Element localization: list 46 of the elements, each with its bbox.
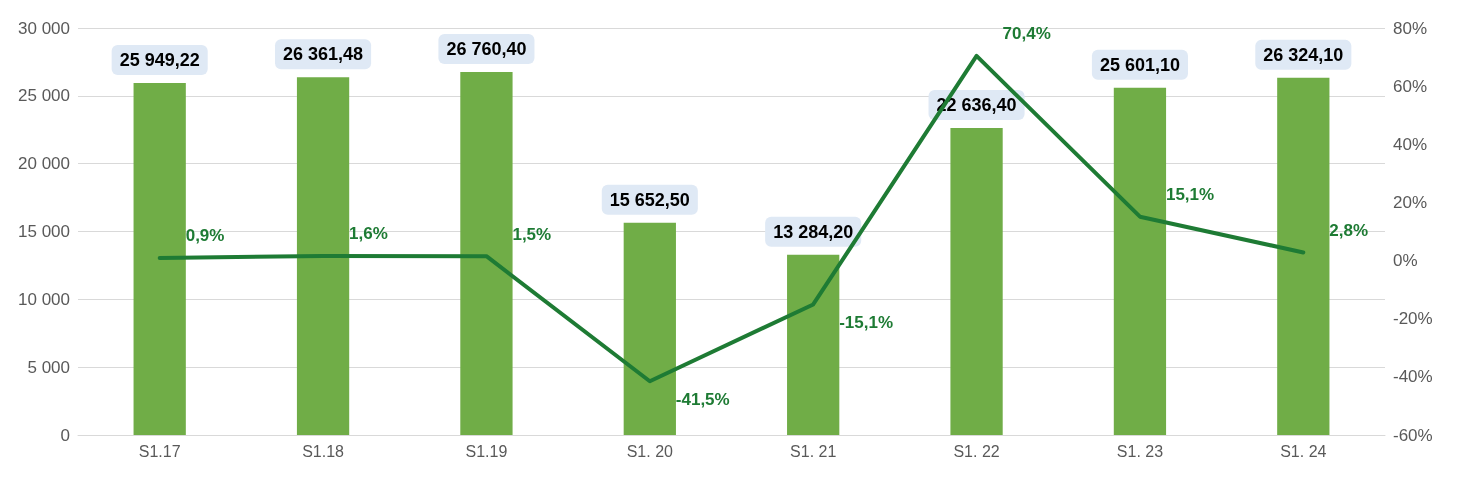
data-label: 25 601,10 (1099, 54, 1180, 75)
data-label: 0,9% (185, 226, 225, 246)
bar (460, 71, 513, 435)
y-tick-label: 5 000 (27, 357, 70, 377)
bar (1277, 77, 1330, 435)
bar (623, 222, 676, 435)
data-label: 26 324,10 (1263, 44, 1344, 65)
y2-tick-label: 80% (1393, 18, 1428, 38)
y-tick-label: 0 (60, 425, 70, 445)
data-label: 25 949,22 (119, 49, 200, 70)
bar (787, 254, 840, 435)
x-tick-label: S1. 23 (1116, 442, 1164, 460)
bar (296, 77, 350, 435)
x-tick-label: S1. 24 (1280, 442, 1327, 460)
x-tick-label: S1.18 (302, 442, 345, 460)
bar (133, 82, 186, 435)
x-tick-label: S1. 20 (626, 442, 674, 460)
y-tick-label: 10 000 (18, 289, 70, 309)
x-tick-label: S1.17 (138, 442, 181, 460)
y2-tick-label: 0% (1393, 251, 1418, 271)
data-label: 26 760,40 (446, 38, 527, 59)
data-label: 1,6% (349, 224, 388, 244)
bar (950, 127, 1003, 435)
y2-tick-label: -60% (1393, 425, 1433, 445)
y2-tick-label: -40% (1393, 367, 1433, 387)
x-tick-label: S1. 22 (953, 442, 1000, 460)
data-label: 1,5% (512, 224, 552, 244)
y-tick-label: 25 000 (18, 86, 70, 106)
y2-tick-label: 40% (1393, 134, 1428, 154)
data-label: -41,5% (675, 389, 730, 409)
data-label: 15 652,50 (609, 189, 690, 210)
data-label: 2,8% (1329, 220, 1369, 240)
y-tick-label: 30 000 (18, 18, 70, 38)
y2-tick-label: 60% (1393, 76, 1428, 96)
y2-tick-label: 20% (1393, 192, 1428, 212)
x-tick-label: S1.19 (465, 442, 508, 460)
data-label: 15,1% (1165, 185, 1215, 205)
data-label: 26 361,48 (283, 44, 364, 65)
bar (1113, 87, 1167, 435)
y-tick-label: 15 000 (18, 222, 70, 241)
data-label: -15,1% (839, 312, 894, 332)
data-label: 70,4% (1002, 24, 1051, 44)
x-tick-label: S1. 21 (790, 442, 837, 460)
data-label: 13 284,20 (773, 221, 854, 242)
y2-tick-label: -20% (1393, 309, 1433, 329)
y-tick-label: 20 000 (18, 154, 70, 174)
